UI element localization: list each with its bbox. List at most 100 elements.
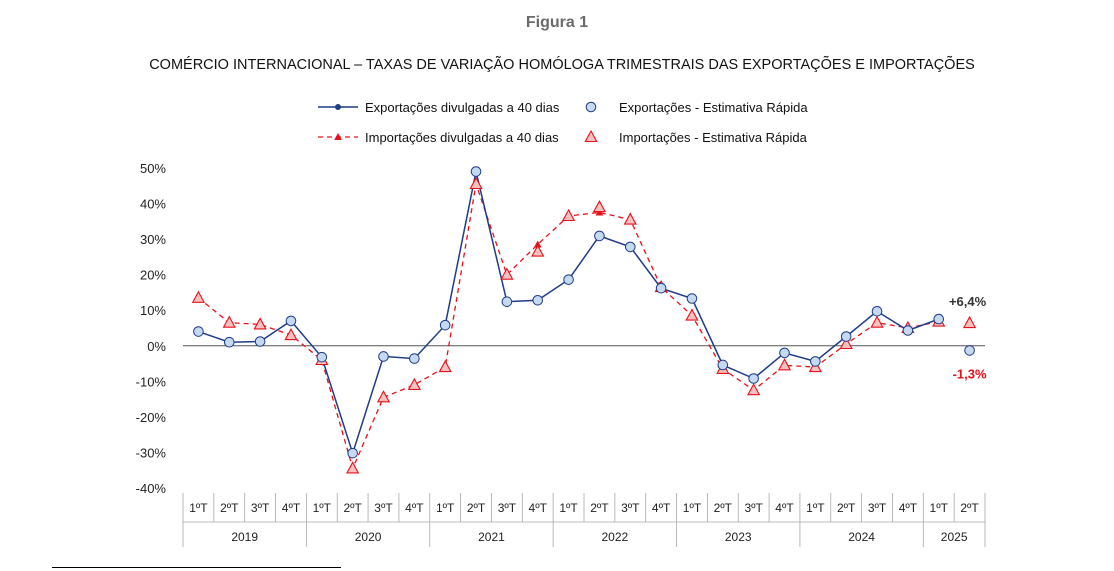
y-tick-label: 10% (140, 303, 166, 318)
imports-flash-estimate-point (592, 199, 607, 213)
y-tick-label: 50% (140, 161, 166, 176)
x-tick-label: 2ºT (837, 501, 856, 515)
y-tick-label: -40% (136, 481, 167, 496)
exports-flash-estimate-point (717, 359, 729, 371)
imports-40-days-point (533, 240, 542, 248)
exports-flash-estimate-point (964, 345, 975, 356)
exports-flash-estimate-point (470, 166, 482, 177)
exports-flash-estimate-point (439, 319, 451, 331)
imports-40-days-line (197, 183, 939, 471)
exports-flash-estimate-point (655, 282, 667, 294)
y-tick-label: -30% (136, 445, 167, 460)
y-tick-label: -20% (136, 410, 167, 425)
exports-flash-estimate-point (378, 351, 389, 362)
imports-flash-estimate-point (191, 290, 206, 303)
x-tick-label: 3ºT (498, 501, 517, 515)
year-label: 2024 (848, 530, 875, 544)
exports-flash-estimate-point (316, 351, 328, 363)
legend-entry-label: Exportações divulgadas a 40 dias (365, 100, 560, 115)
exports-flash-estimate-point (563, 274, 574, 285)
legend-swatch-exports-flash (585, 101, 597, 113)
exports-flash-estimate-point (223, 336, 235, 348)
exports-flash-estimate-point (902, 325, 914, 336)
x-tick-label: 1ºT (683, 501, 702, 515)
x-tick-label: 4ºT (405, 501, 424, 515)
x-tick-label: 3ºT (868, 501, 887, 515)
imports-flash-estimate-point (747, 383, 761, 396)
exports-flash-estimate-point (594, 230, 605, 242)
exports-flash-estimate-point (748, 373, 759, 384)
imports-flash-estimate-point (531, 244, 545, 257)
exports-flash-estimate-point (409, 353, 420, 364)
chart-title: COMÉRCIO INTERNACIONAL – TAXAS DE VARIAÇ… (149, 57, 975, 73)
imports-flash-estimate-point (407, 377, 421, 390)
x-tick-label: 4ºT (775, 501, 794, 515)
x-tick-label: 2ºT (714, 501, 733, 515)
legend-swatch-imports-flash (584, 129, 598, 143)
imports-flash-estimate-point (438, 359, 452, 373)
figure-label: Figura 1 (525, 14, 589, 31)
x-tick-label: 3ºT (744, 501, 763, 515)
imports-flash-estimate-point (623, 212, 637, 225)
x-tick-label: 2ºT (960, 501, 979, 515)
data-label: +6,4% (949, 294, 987, 309)
x-tick-label: 2ºT (343, 501, 362, 515)
legend-swatch-imports-40-days-triangle (334, 133, 342, 140)
x-tick-label: 2ºT (590, 501, 609, 515)
exports-flash-estimate-point (840, 331, 852, 342)
legend-entry-label: Importações - Estimativa Rápida (619, 130, 808, 145)
x-tick-label: 1ºT (806, 501, 825, 515)
exports-flash-estimate-point (285, 315, 297, 327)
y-tick-label: 0% (147, 339, 166, 354)
exports-flash-estimate-point (501, 296, 513, 307)
x-tick-label: 3ºT (251, 501, 270, 515)
imports-flash-estimate-point (469, 176, 483, 190)
imports-flash-estimate-point (284, 327, 298, 341)
exports-flash-estimate-point (532, 294, 544, 306)
legend-entry-label: Importações divulgadas a 40 dias (365, 130, 559, 145)
year-label: 2022 (601, 530, 628, 544)
y-tick-label: 30% (140, 232, 166, 247)
data-label: -1,3% (953, 366, 987, 381)
exports-flash-estimate-point (193, 326, 204, 337)
year-label: 2021 (478, 530, 505, 544)
exports-flash-estimate-point (779, 347, 790, 359)
x-tick-label: 1ºT (189, 501, 208, 515)
footnote-rule (52, 567, 341, 568)
imports-flash-estimate-point (376, 390, 391, 403)
x-tick-label: 3ºT (621, 501, 640, 515)
imports-flash-estimate-point (561, 208, 576, 222)
exports-flash-estimate-point (624, 241, 636, 253)
x-tick-label: 2ºT (467, 501, 486, 515)
x-tick-label: 3ºT (374, 501, 393, 515)
imports-flash-estimate-point (500, 267, 514, 280)
y-tick-label: 20% (140, 268, 166, 283)
exports-flash-estimate-point (347, 447, 358, 459)
x-tick-label: 4ºT (529, 501, 548, 515)
x-tick-label: 1ºT (313, 501, 332, 515)
imports-flash-estimate-point (685, 308, 699, 321)
x-tick-label: 2ºT (220, 501, 239, 515)
imports-flash-estimate-point (346, 461, 360, 474)
imports-flash-estimate-point (962, 315, 977, 329)
x-tick-label: 1ºT (559, 501, 578, 515)
x-tick-label: 1ºT (436, 501, 455, 515)
exports-flash-estimate-point (933, 313, 945, 325)
imports-flash-estimate-point (777, 358, 792, 371)
y-tick-label: 40% (140, 197, 166, 212)
year-label: 2023 (725, 530, 752, 544)
imports-flash-estimate-point (839, 336, 853, 350)
legend-swatch-exports-40-days-dot (335, 104, 341, 110)
exports-flash-estimate-point (810, 356, 821, 367)
exports-flash-estimate-point (686, 293, 698, 304)
x-tick-label: 4ºT (652, 501, 671, 515)
imports-flash-estimate-point (870, 315, 884, 328)
x-tick-label: 4ºT (899, 501, 918, 515)
x-tick-label: 4ºT (282, 501, 301, 515)
y-tick-label: -10% (136, 374, 167, 389)
exports-flash-estimate-point (254, 336, 266, 347)
imports-flash-estimate-point (253, 317, 267, 330)
year-label: 2020 (355, 530, 382, 544)
year-label: 2025 (941, 530, 968, 544)
